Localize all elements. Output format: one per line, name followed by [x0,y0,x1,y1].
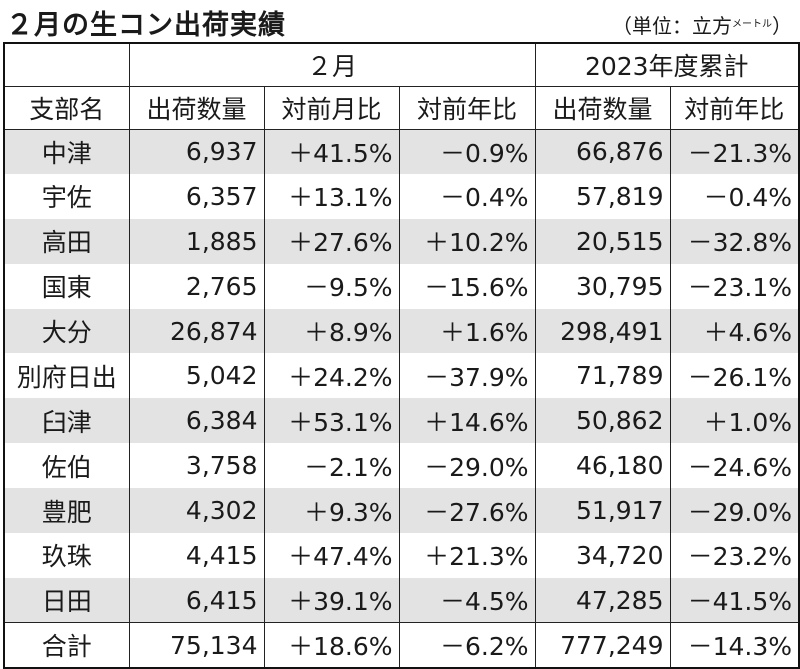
shipment-cell: 4,415 [128,533,265,578]
ytd-shipment-cell: 46,180 [534,443,671,489]
mom-cell: ＋13.1% [263,173,400,219]
yoy-cell: ＋21.3% [398,533,536,578]
shipment-cell: 26,874 [128,308,265,354]
branch-cell: 佐伯 [3,443,130,489]
header-month-group: ２月 [128,42,536,87]
table-body: 中津 6,937 ＋41.5% －0.9% 66,876 －21.3% 宇佐 6,357 ＋13… [3,128,800,669]
header-mom: 対前月比 [263,85,400,130]
branch-cell: 高田 [3,218,130,264]
total-ytd-shipment-cell: 777,249 [534,622,671,669]
branch-cell: 大分 [3,308,130,354]
mom-cell: ＋47.4% [263,533,400,578]
total-row: 合計 75,134 ＋18.6% －6.2% 777,249 －14.3% [3,622,800,669]
table-row: 日田 6,415 ＋39.1% －4.5% 47,285 －41.5% [3,577,800,624]
shipment-cell: 1,885 [128,218,265,264]
shipment-cell: 4,302 [128,488,265,534]
mom-cell: ＋27.6% [263,218,400,264]
total-yoy-cell: －6.2% [398,622,536,669]
header-blank [3,42,130,87]
header-ytd-shipment: 出荷数量 [534,85,671,130]
mom-cell: －9.5% [263,263,400,309]
table-row: 別府日出 5,042 ＋24.2% －37.9% 71,789 －26.1% [3,353,800,399]
table-row: 臼津 6,384 ＋53.1% ＋14.6% 50,862 ＋1.0% [3,398,800,444]
header-ytd-yoy: 対前年比 [669,85,800,130]
ytd-yoy-cell: ＋1.0% [669,398,800,444]
shipment-cell: 6,357 [128,173,265,219]
branch-cell: 宇佐 [3,173,130,219]
yoy-cell: －4.5% [398,577,536,624]
unit-small: メートル [732,19,772,30]
mom-cell: ＋53.1% [263,398,400,444]
table-row: 大分 26,874 ＋8.9% ＋1.6% 298,491 ＋4.6% [3,308,800,354]
yoy-cell: －27.6% [398,488,536,534]
ytd-shipment-cell: 47,285 [534,577,671,624]
shipment-table: ２月 2023年度累計 支部名 出荷数量 対前月比 対前年比 出荷数量 対前年比… [3,42,800,669]
total-branch-cell: 合計 [3,622,130,669]
mom-cell: ＋9.3% [263,488,400,534]
shipment-cell: 2,765 [128,263,265,309]
total-mom-cell: ＋18.6% [263,622,400,669]
ytd-yoy-cell: －41.5% [669,577,800,624]
yoy-cell: －29.0% [398,443,536,489]
ytd-yoy-cell: －26.1% [669,353,800,399]
table-row: 中津 6,937 ＋41.5% －0.9% 66,876 －21.3% [3,128,800,174]
ytd-yoy-cell: －29.0% [669,488,800,534]
ytd-shipment-cell: 50,862 [534,398,671,444]
ytd-yoy-cell: －21.3% [669,128,800,174]
mom-cell: ＋8.9% [263,308,400,354]
yoy-cell: －15.6% [398,263,536,309]
table-row: 佐伯 3,758 －2.1% －29.0% 46,180 －24.6% [3,443,800,489]
shipment-cell: 3,758 [128,443,265,489]
mom-cell: ＋39.1% [263,577,400,624]
mom-cell: ＋24.2% [263,353,400,399]
header-branch: 支部名 [3,85,130,130]
table-row: 高田 1,885 ＋27.6% ＋10.2% 20,515 －32.8% [3,218,800,264]
yoy-cell: ＋10.2% [398,218,536,264]
total-ytd-yoy-cell: －14.3% [669,622,800,669]
ytd-shipment-cell: 66,876 [534,128,671,174]
branch-cell: 豊肥 [3,488,130,534]
ytd-shipment-cell: 298,491 [534,308,671,354]
branch-cell: 中津 [3,128,130,174]
ytd-yoy-cell: －23.1% [669,263,800,309]
total-shipment-cell: 75,134 [128,622,265,669]
unit-note: （単位：立方メートル） [612,14,792,38]
shipment-cell: 6,937 [128,128,265,174]
branch-cell: 玖珠 [3,533,130,578]
branch-cell: 国東 [3,263,130,309]
yoy-cell: －0.4% [398,173,536,219]
shipment-cell: 6,384 [128,398,265,444]
header-year-group: 2023年度累計 [534,42,800,87]
yoy-cell: ＋14.6% [398,398,536,444]
ytd-yoy-cell: ＋4.6% [669,308,800,354]
ytd-yoy-cell: －0.4% [669,173,800,219]
ytd-shipment-cell: 34,720 [534,533,671,578]
table-row: 玖珠 4,415 ＋47.4% ＋21.3% 34,720 －23.2% [3,533,800,578]
yoy-cell: ＋1.6% [398,308,536,354]
mom-cell: －2.1% [263,443,400,489]
ytd-yoy-cell: －32.8% [669,218,800,264]
ytd-yoy-cell: －24.6% [669,443,800,489]
yoy-cell: －0.9% [398,128,536,174]
ytd-shipment-cell: 51,917 [534,488,671,534]
table-row: 国東 2,765 －9.5% －15.6% 30,795 －23.1% [3,263,800,309]
ytd-yoy-cell: －23.2% [669,533,800,578]
branch-cell: 別府日出 [3,353,130,399]
ytd-shipment-cell: 30,795 [534,263,671,309]
ytd-shipment-cell: 57,819 [534,173,671,219]
header-yoy: 対前年比 [398,85,536,130]
page-title: ２月の生コン出荷実績 [6,10,286,41]
mom-cell: ＋41.5% [263,128,400,174]
ytd-shipment-cell: 71,789 [534,353,671,399]
shipment-cell: 6,415 [128,577,265,624]
branch-cell: 日田 [3,577,130,624]
table-row: 宇佐 6,357 ＋13.1% －0.4% 57,819 －0.4% [3,173,800,219]
ytd-shipment-cell: 20,515 [534,218,671,264]
header-shipment: 出荷数量 [128,85,265,130]
branch-cell: 臼津 [3,398,130,444]
table-row: 豊肥 4,302 ＋9.3% －27.6% 51,917 －29.0% [3,488,800,534]
yoy-cell: －37.9% [398,353,536,399]
shipment-cell: 5,042 [128,353,265,399]
